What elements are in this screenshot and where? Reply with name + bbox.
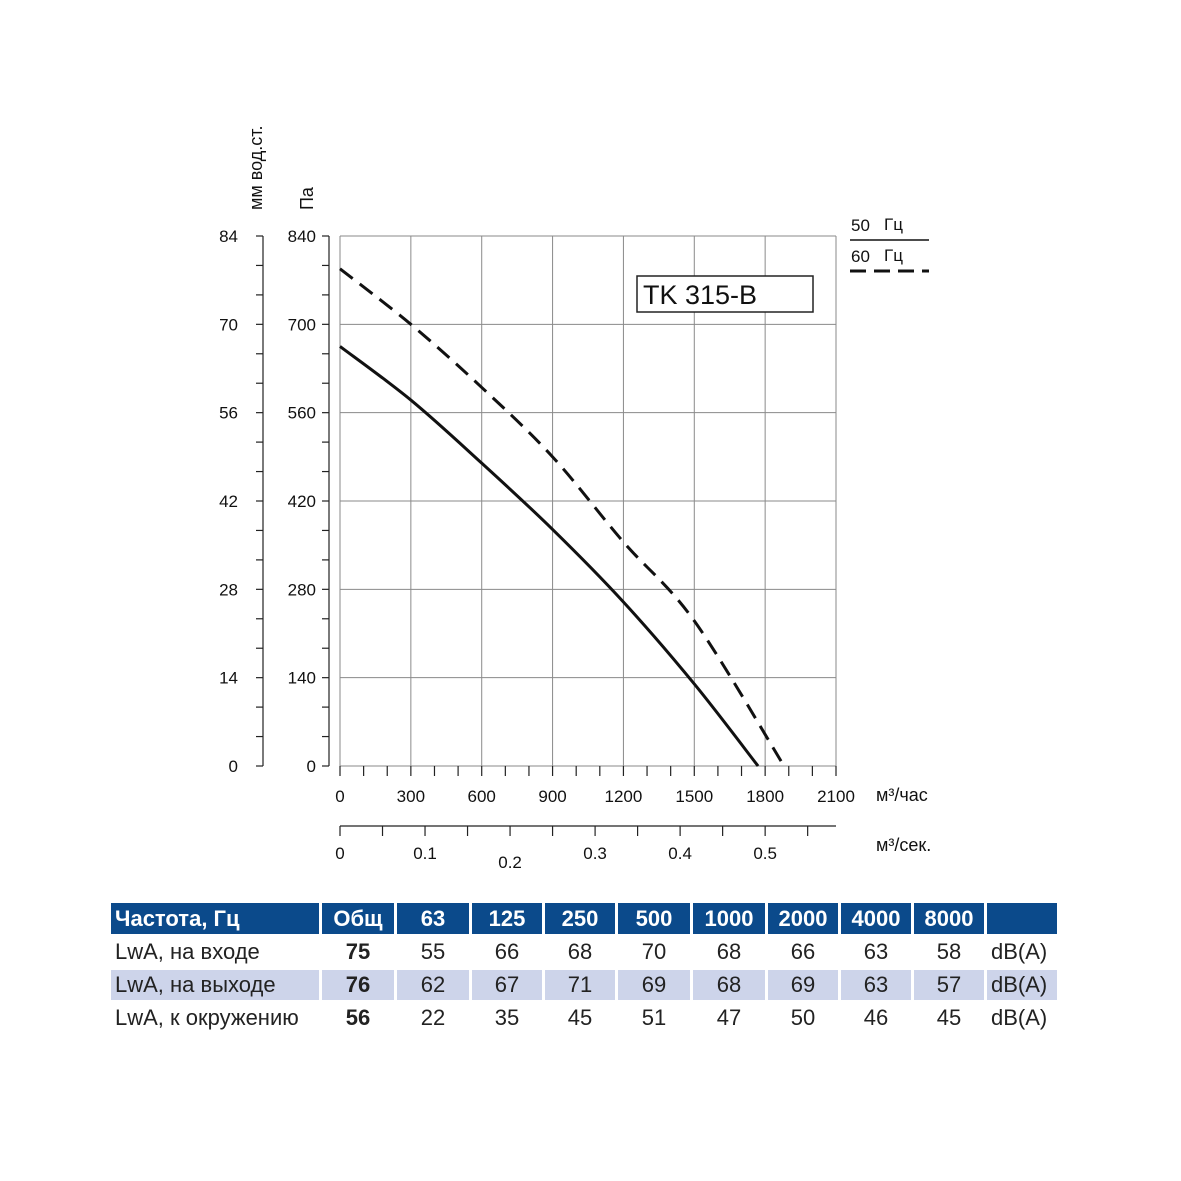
x-tick-label: 2100 [817,787,855,806]
row-label: LwA, к окружению [115,1005,299,1030]
x-tick-label: 1800 [746,787,784,806]
table-header-cell: Частота, Гц [111,903,319,934]
y-axis-label-pa: Па [297,186,317,210]
x2-tick-label: 0.2 [498,853,522,872]
table-row: LwA, к окружению 56 22 35 45 51 47 50 46… [111,1003,1057,1033]
y-tick-label-pa: 700 [288,315,316,334]
x-tick-label: 900 [538,787,566,806]
table-cell: 45 [936,1005,962,1030]
legend-60-hz: 60 [851,247,870,266]
x2-tick-label: 0.3 [583,844,607,863]
table-cell: 63 [863,939,889,964]
table-cell: 55 [420,939,446,964]
row-label: LwA, на входе [115,939,260,964]
legend: 50 Гц 60 Гц [850,215,929,273]
table-cell: 66 [790,939,816,964]
sound-power-table: Частота, Гц Общ 63 125 250 500 1000 2000… [108,900,1060,1036]
x2-tick-label: 0.5 [753,844,777,863]
table-cell: 35 [494,1005,520,1030]
y-tick-label-pa: 840 [288,227,316,246]
table-cell: 57 [914,970,984,1000]
series-line-50hz [339,345,760,767]
table-cell: 69 [768,970,838,1000]
y-tick-label-mm: 84 [219,227,238,246]
chart-axes [256,235,837,836]
table-header-cell: 250 [545,903,615,934]
y-tick-label-mm: 14 [219,669,238,688]
table-header-cell: 125 [472,903,542,934]
table-row: LwA, на входе 75 55 66 68 70 68 66 63 58… [111,937,1057,967]
table-cell: 47 [716,1005,742,1030]
x-tick-label: 0 [335,787,344,806]
table-header-cell: 63 [397,903,469,934]
row-total: 75 [345,939,371,964]
table-cell: 70 [641,939,667,964]
table-header-cell: 4000 [841,903,911,934]
x-tick-label: 1200 [605,787,643,806]
table-cell: 46 [863,1005,889,1030]
table-cell: 68 [567,939,593,964]
table-cell: 51 [641,1005,667,1030]
y-tick-label-pa: 420 [288,492,316,511]
x-tick-label: 1500 [675,787,713,806]
y-tick-label-mm: 42 [219,492,238,511]
table-cell: 68 [693,970,765,1000]
y-tick-label-pa: 140 [288,669,316,688]
x-tick-label: 300 [397,787,425,806]
y-axis-label-mm: мм вод.ст. [246,126,266,210]
x2-tick-label: 0 [335,844,344,863]
chart-grid [339,235,837,767]
table-header-cell [987,903,1057,934]
y-tick-label-pa: 280 [288,580,316,599]
y-tick-label-mm: 0 [229,757,238,776]
row-total: 56 [345,1005,371,1030]
legend-60-unit: Гц [884,246,903,265]
x2-tick-label: 0.4 [668,844,692,863]
table-header-cell: Общ [322,903,394,934]
series-line-60hz [339,267,786,767]
table-cell: 69 [618,970,690,1000]
chart-curves [339,267,786,767]
table-header-cell: 1000 [693,903,765,934]
y-tick-label-pa: 560 [288,404,316,423]
table-header-row: Частота, Гц Общ 63 125 250 500 1000 2000… [111,903,1057,934]
x2-tick-label: 0.1 [413,844,437,863]
legend-50-hz: 50 [851,216,870,235]
y-tick-label-mm: 70 [219,315,238,334]
table-cell: 50 [790,1005,816,1030]
table-cell: 66 [494,939,520,964]
table-cell: 68 [716,939,742,964]
x-tick-label: 600 [468,787,496,806]
table-header-cell: 500 [618,903,690,934]
table-cell: 71 [545,970,615,1000]
row-unit: dB(A) [991,1005,1048,1030]
model-label-box [636,275,814,313]
table-cell: 58 [936,939,962,964]
y-tick-label-pa: 0 [307,757,316,776]
row-total: 76 [322,970,394,1000]
table-cell: 63 [841,970,911,1000]
table-row: LwA, на выходе 76 62 67 71 69 68 69 63 5… [111,970,1057,1000]
y-tick-label-mm: 28 [219,580,238,599]
table-cell: 62 [397,970,469,1000]
x2-axis-unit-label: м³/сек. [876,835,931,855]
model-label: TK 315-B [643,280,757,310]
row-unit: dB(A) [987,970,1057,1000]
table-cell: 45 [567,1005,593,1030]
legend-50-unit: Гц [884,215,903,234]
table-cell: 22 [420,1005,446,1030]
table-header-cell: 2000 [768,903,838,934]
table-cell: 67 [472,970,542,1000]
x-axis-unit-label: м³/час [876,785,928,805]
table-header-cell: 8000 [914,903,984,934]
y-tick-label-mm: 56 [219,404,238,423]
row-label: LwA, на выходе [111,970,319,1000]
row-unit: dB(A) [991,939,1048,964]
